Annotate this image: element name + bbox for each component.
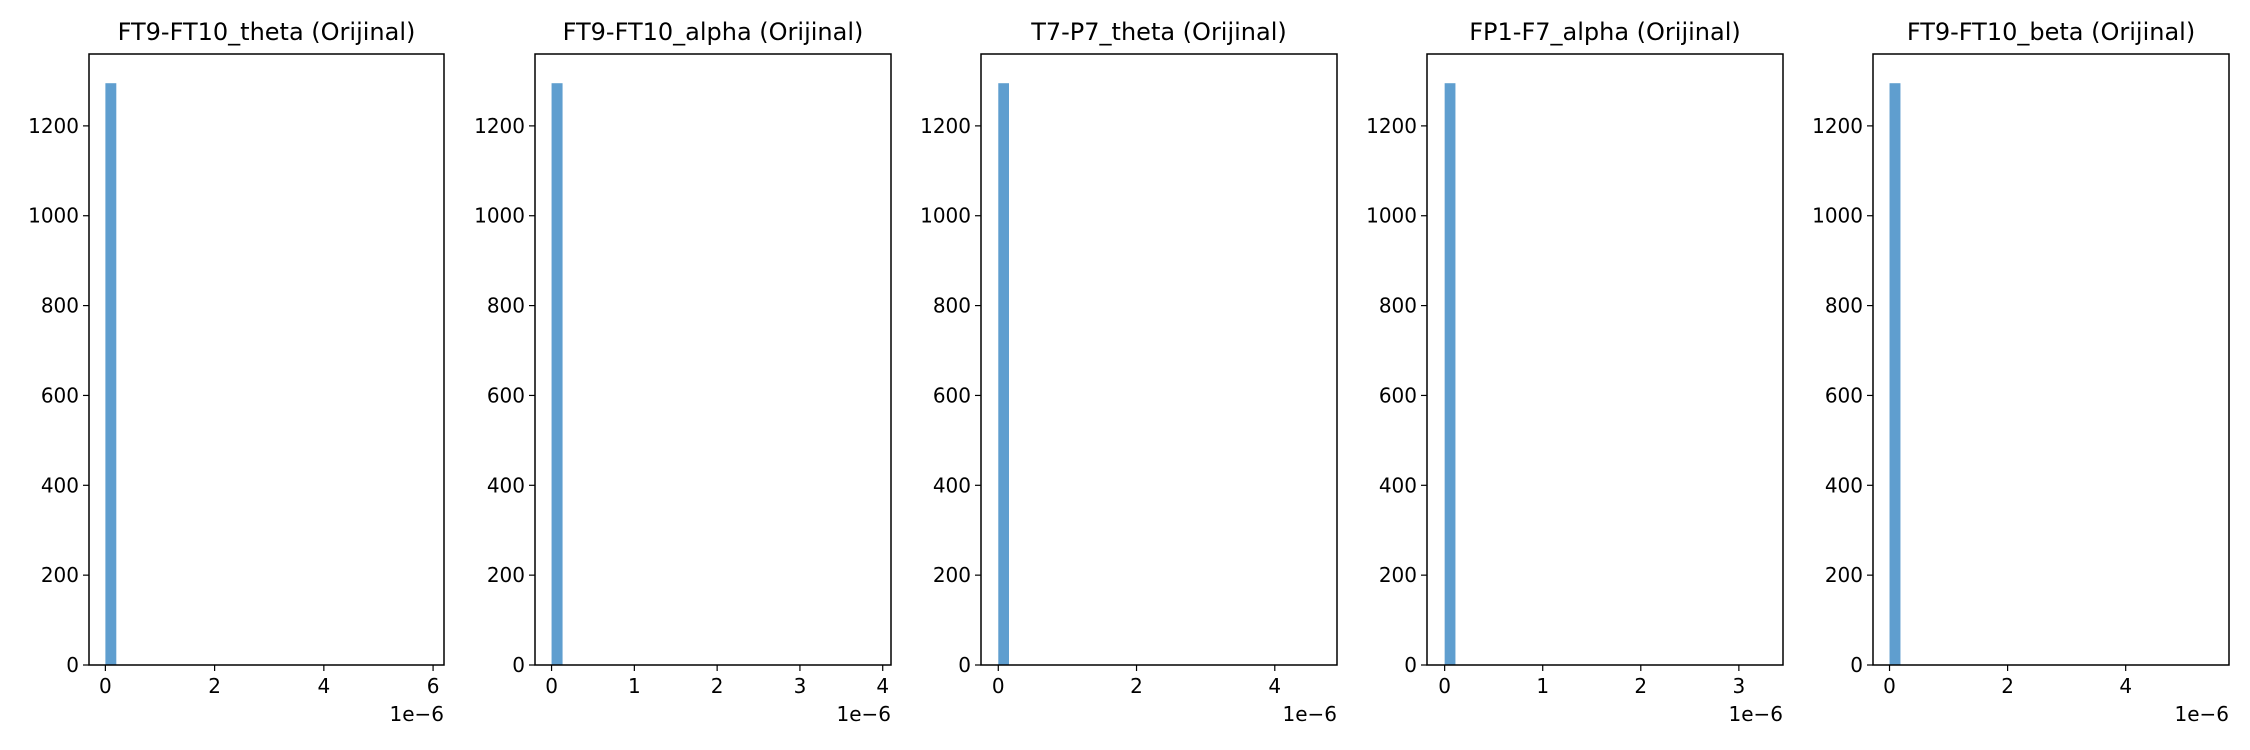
y-tick-label: 600 xyxy=(1379,383,1417,407)
y-tick-label: 400 xyxy=(1379,473,1417,497)
y-tick-label: 600 xyxy=(1825,383,1863,407)
x-tick-label: 3 xyxy=(1733,674,1746,698)
histogram-bar xyxy=(105,83,117,665)
subplot-title: FT9-FT10_theta (Orijinal) xyxy=(118,18,416,46)
axes-frame xyxy=(980,53,1338,666)
y-tick-label: 0 xyxy=(1850,653,1863,677)
x-tick-label: 3 xyxy=(794,674,807,698)
y-tick-label: 1000 xyxy=(920,204,971,228)
axes-frame xyxy=(1426,53,1784,666)
y-tick-label: 200 xyxy=(1379,563,1417,587)
y-tick-label: 0 xyxy=(66,653,79,677)
y-tick-label: 200 xyxy=(41,563,79,587)
histogram-bar xyxy=(551,83,563,665)
y-tick-label: 800 xyxy=(1825,294,1863,318)
histogram-bar xyxy=(998,83,1009,665)
x-tick-label: 2 xyxy=(711,674,724,698)
y-tick-label: 400 xyxy=(933,473,971,497)
x-tick-label: 2 xyxy=(2001,674,2014,698)
x-tick-label: 0 xyxy=(545,674,558,698)
x-tick-label: 1 xyxy=(628,674,641,698)
axes-frame xyxy=(1872,53,2230,666)
y-tick-label: 200 xyxy=(933,563,971,587)
x-tick-label: 2 xyxy=(1634,674,1647,698)
y-tick-label: 400 xyxy=(1825,473,1863,497)
y-tick-label: 200 xyxy=(1825,563,1863,587)
subplot-1: 0 200 400 600 800 1000 1200 0 2 4 6 1e−6 FT9-FT10_th… xyxy=(28,18,445,726)
y-tick-label: 1200 xyxy=(920,114,971,138)
axes-frame xyxy=(534,53,892,666)
x-tick-label: 0 xyxy=(1438,674,1451,698)
y-tick-label: 400 xyxy=(487,473,525,497)
y-tick-label: 800 xyxy=(41,294,79,318)
x-tick-label: 0 xyxy=(99,674,112,698)
x-offset-label: 1e−6 xyxy=(1728,702,1783,726)
x-tick-label: 6 xyxy=(427,674,440,698)
y-tick-label: 1200 xyxy=(1366,114,1417,138)
histogram-bar xyxy=(1444,83,1456,665)
subplot-title: T7-P7_theta (Orijinal) xyxy=(1030,18,1287,46)
subplot-title: FT9-FT10_alpha (Orijinal) xyxy=(563,18,864,46)
x-offset-label: 1e−6 xyxy=(2174,702,2229,726)
x-tick-label: 1 xyxy=(1536,674,1549,698)
x-offset-label: 1e−6 xyxy=(1282,702,1337,726)
subplot-title: FT9-FT10_beta (Orijinal) xyxy=(1907,18,2195,46)
x-offset-label: 1e−6 xyxy=(389,702,444,726)
y-tick-label: 400 xyxy=(41,473,79,497)
axes-frame xyxy=(88,53,445,666)
y-tick-label: 800 xyxy=(933,294,971,318)
y-tick-label: 800 xyxy=(487,294,525,318)
x-offset-label: 1e−6 xyxy=(836,702,891,726)
histogram-bar xyxy=(1889,83,1901,665)
x-tick-label: 4 xyxy=(876,674,889,698)
subplot-5: 0 200 400 600 800 1000 1200 0 2 4 1e−6 FT9-FT10_bet… xyxy=(1812,18,2230,726)
y-tick-label: 600 xyxy=(41,383,79,407)
y-tick-label: 1000 xyxy=(28,204,79,228)
y-tick-label: 1000 xyxy=(1366,204,1417,228)
y-tick-label: 1200 xyxy=(28,114,79,138)
y-tick-label: 600 xyxy=(933,383,971,407)
x-tick-label: 4 xyxy=(317,674,330,698)
subplot-3: 0 200 400 600 800 1000 1200 0 2 41e−6 T7-P7_theta … xyxy=(920,18,1338,726)
x-tick-label: 0 xyxy=(992,674,1005,698)
y-tick-label: 600 xyxy=(487,383,525,407)
y-tick-label: 0 xyxy=(1404,653,1417,677)
y-tick-label: 1000 xyxy=(474,204,525,228)
x-tick-label: 2 xyxy=(1130,674,1143,698)
y-tick-label: 1200 xyxy=(474,114,525,138)
x-tick-label: 2 xyxy=(208,674,221,698)
x-tick-label: 0 xyxy=(1883,674,1896,698)
y-tick-label: 0 xyxy=(958,653,971,677)
x-tick-label: 4 xyxy=(1268,674,1281,698)
subplot-2: 0 200 400 600 800 1000 1200 0 1 2 3 4 1e−6 FT9-FT10_a… xyxy=(474,18,892,726)
subplot-title: FP1-F7_alpha (Orijinal) xyxy=(1469,18,1741,46)
y-tick-label: 1000 xyxy=(1812,204,1863,228)
y-tick-label: 200 xyxy=(487,563,525,587)
y-tick-label: 0 xyxy=(512,653,525,677)
x-tick-label: 4 xyxy=(2119,674,2132,698)
y-tick-label: 1200 xyxy=(1812,114,1863,138)
subplot-4: 0 200 400 600 800 1000 1200 0 1 2 3 1e−6 FP1-F7_alph… xyxy=(1366,18,1784,726)
y-tick-label: 800 xyxy=(1379,294,1417,318)
